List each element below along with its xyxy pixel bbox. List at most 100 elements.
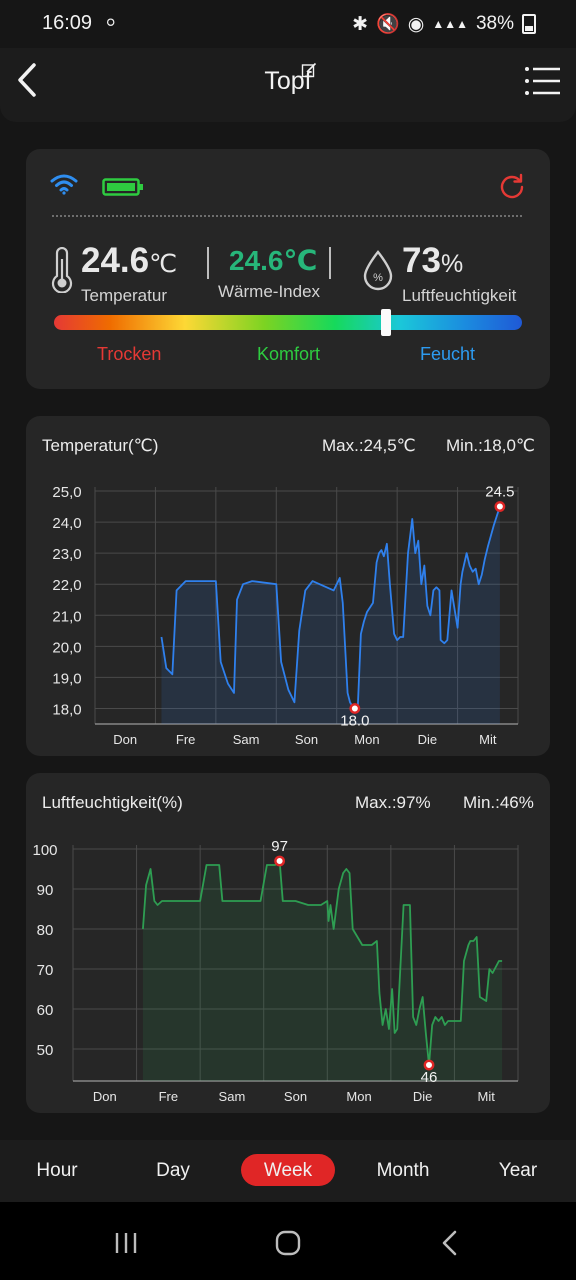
x-tick-label: Die	[418, 732, 438, 747]
chart-title: Luftfeuchtigkeit(%)	[42, 793, 183, 812]
min-marker	[423, 1059, 435, 1071]
battery-status-icon	[522, 14, 536, 34]
back-button[interactable]	[12, 60, 48, 100]
comfort-indicator	[381, 309, 392, 336]
system-back-button[interactable]	[441, 1230, 457, 1256]
system-nav-bar	[0, 1202, 576, 1280]
battery-icon	[102, 178, 143, 196]
home-button[interactable]	[275, 1230, 301, 1256]
thermometer-icon	[51, 247, 73, 293]
y-tick-label: 20,0	[52, 639, 81, 656]
y-tick-label: 60	[37, 1002, 54, 1019]
series-line	[142, 860, 503, 1066]
svg-text:%: %	[373, 272, 383, 284]
x-tick-label: Don	[113, 732, 137, 747]
tab-active-highlight	[241, 1154, 335, 1186]
x-tick-label: Fre	[159, 1089, 179, 1104]
temperature-chart-card: Temperatur(℃) Max.:24,5℃ Min.:18,0℃ 25,0…	[26, 416, 550, 756]
min-label: 46	[421, 1069, 438, 1086]
x-tick-label: Fre	[176, 732, 196, 747]
y-tick-label: 80	[37, 922, 54, 939]
y-tick-label: 18,0	[52, 701, 81, 718]
status-time: 16:09	[42, 12, 93, 34]
y-tick-label: 100	[32, 842, 57, 859]
humidity-label: Luftfeuchtigkeit	[402, 286, 517, 305]
signal-icon: ▲▲▲	[432, 17, 468, 31]
refresh-button[interactable]	[499, 173, 525, 199]
temperature-number: 24.6	[81, 241, 150, 280]
min-marker	[349, 703, 361, 714]
battery-percent: 38%	[475, 13, 514, 34]
heat-index-label: Wärme-Index	[218, 282, 321, 301]
humidity-unit: %	[440, 250, 464, 278]
location-icon: ◉	[407, 13, 425, 35]
tab-month[interactable]: Month	[376, 1160, 430, 1181]
dry-label: Trocken	[97, 344, 162, 364]
plot-area: 25,0 24,0 23,0 22,0 21,0 20,0 19,0 18,0 Don Fre Sa…	[52, 484, 519, 747]
y-tick-label: 19,0	[52, 670, 81, 687]
wifi-icon	[50, 174, 78, 195]
y-tick-label: 24,0	[52, 515, 81, 532]
temperature-chart: 25,0 24,0 23,0 22,0 21,0 20,0 19,0 18,0 Don Fre Sa…	[52, 484, 519, 747]
plot-area: 100 90 80 70 60 50 Don Fre Sam Son Mon Die Mit 97 46	[32, 838, 519, 1104]
y-tick-label: 90	[37, 882, 54, 899]
tab-week[interactable]: Week	[263, 1160, 313, 1181]
comfort-label: Komfort	[257, 344, 321, 364]
tab-day[interactable]: Day	[156, 1160, 190, 1181]
x-tick-label: Son	[295, 732, 318, 747]
x-tick-label: Don	[93, 1089, 117, 1104]
series-line	[160, 506, 501, 710]
page-title: Topf	[264, 67, 312, 95]
y-tick-label: 23,0	[52, 546, 81, 563]
x-tick-label: Sam	[233, 732, 260, 747]
x-tick-label: Son	[284, 1089, 307, 1104]
x-tick-label: Mon	[346, 1089, 371, 1104]
humidity-number: 73	[402, 241, 441, 280]
app-header: Topf	[0, 48, 576, 122]
separator	[207, 247, 209, 279]
comfort-bar	[54, 309, 522, 336]
temperature-label: Temperatur	[81, 286, 167, 305]
series-area	[161, 506, 500, 724]
x-tick-label: Die	[413, 1089, 433, 1104]
humidity-chart-card: Luftfeuchtigkeit(%) Max.:97% Min.:46% 10…	[26, 773, 550, 1113]
accessibility-icon: ⚪	[104, 15, 118, 32]
x-tick-label: Sam	[219, 1089, 246, 1104]
max-label: 97	[271, 838, 288, 855]
y-tick-label: 50	[37, 1042, 54, 1059]
y-tick-label: 25,0	[52, 484, 81, 501]
menu-button[interactable]	[524, 66, 562, 96]
bluetooth-icon: ✱	[352, 13, 369, 35]
mute-icon: 🔇	[376, 14, 400, 35]
series-area	[142, 861, 503, 1081]
divider	[52, 215, 522, 217]
tab-year[interactable]: Year	[498, 1160, 538, 1181]
status-bar: 16:09 ⚪ ✱ 🔇 ◉ ▲▲▲ 38%	[0, 0, 576, 48]
recent-apps-button[interactable]	[114, 1232, 138, 1254]
edit-name-icon[interactable]	[301, 62, 317, 78]
max-label: 24.5	[485, 484, 514, 501]
max-marker	[494, 501, 506, 512]
separator	[329, 247, 331, 279]
x-tick-label: Mon	[354, 732, 379, 747]
status-icons: ✱ 🔇 ◉ ▲▲▲ 38%	[352, 12, 536, 36]
y-tick-label: 22,0	[52, 577, 81, 594]
y-tick-label: 70	[37, 962, 54, 979]
x-tick-label: Mit	[479, 732, 497, 747]
humidity-chart: 100 90 80 70 60 50 Don Fre Sam Son Mon Die Mit 97 46	[32, 838, 519, 1104]
min-label: 18.0	[340, 712, 369, 729]
device-status-card: 24.6℃ Temperatur 24.6℃ Wärme-Index % 73%…	[26, 149, 550, 389]
temperature-value: 24.6℃	[81, 241, 177, 281]
humid-label: Feucht	[420, 344, 476, 364]
y-tick-label: 21,0	[52, 608, 81, 625]
tab-hour[interactable]: Hour	[36, 1160, 78, 1181]
chart-min: Min.:18,0℃	[446, 436, 536, 455]
temperature-unit: ℃	[149, 250, 178, 278]
humidity-value: 73%	[402, 241, 463, 281]
period-tabs: Hour Day Week Month Year	[0, 1140, 576, 1202]
chart-title: Temperatur(℃)	[42, 436, 159, 455]
chart-min: Min.:46%	[463, 793, 534, 812]
max-marker	[274, 855, 286, 867]
x-tick-label: Mit	[478, 1089, 496, 1104]
chart-max: Max.:97%	[355, 793, 431, 812]
